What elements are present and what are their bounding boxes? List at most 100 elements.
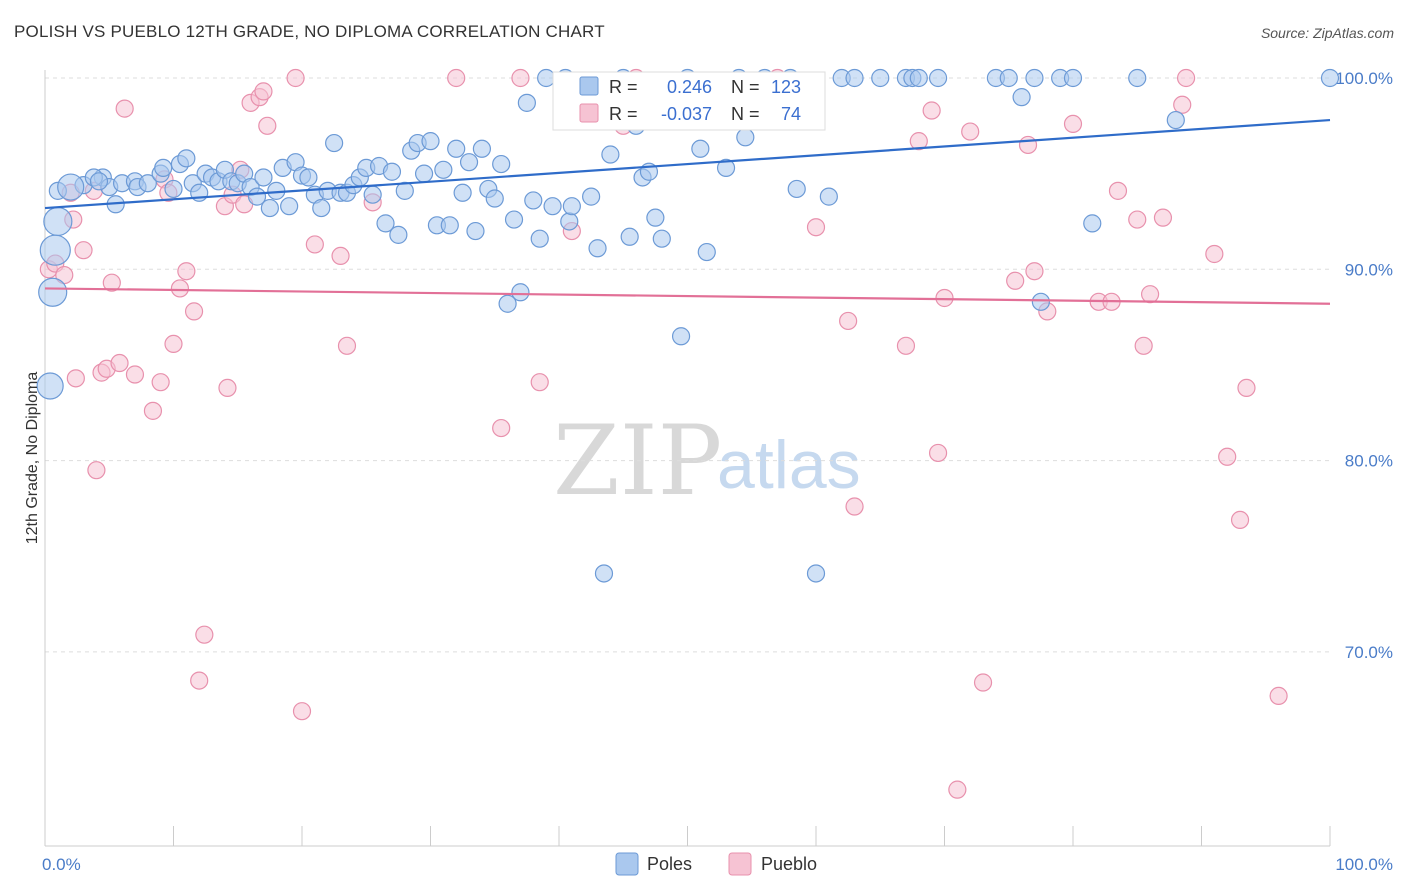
poles-point <box>177 149 196 168</box>
poles-point <box>414 164 434 183</box>
poles-point <box>472 139 491 158</box>
poles-point <box>138 174 157 193</box>
poles-point <box>459 153 479 172</box>
poles-point <box>999 68 1018 88</box>
poles-point <box>736 128 755 147</box>
poles-point <box>909 68 928 88</box>
poles-point <box>582 187 601 206</box>
pueblo-point <box>909 132 928 151</box>
pueblo-point <box>1205 244 1224 264</box>
poles-point <box>537 68 556 88</box>
poles-point <box>1031 292 1050 311</box>
poles-point <box>492 154 511 174</box>
y-tick-labels: 70.0% 80.0% 90.0% 100.0% <box>1335 69 1393 662</box>
pueblo-point <box>896 336 916 355</box>
poles-point <box>453 183 472 202</box>
poles-point <box>434 160 453 179</box>
pueblo-point <box>190 671 209 690</box>
pueblo-point <box>839 311 858 331</box>
pueblo-point <box>177 262 196 281</box>
poles-r-value: 0.246 <box>667 77 712 97</box>
poles-point <box>928 68 948 88</box>
poles-point <box>1128 68 1147 88</box>
poles-point <box>260 198 279 218</box>
pueblo-point <box>948 780 967 799</box>
poles-point <box>601 145 620 164</box>
trend-lines <box>44 118 1331 305</box>
poles-point <box>1025 68 1044 88</box>
pueblo-trend-line <box>44 287 1331 305</box>
pueblo-point <box>164 334 183 354</box>
poles-point <box>466 221 485 241</box>
pueblo-point <box>1230 510 1250 530</box>
poles-point <box>697 242 716 262</box>
poles-point <box>39 234 71 266</box>
poles-point <box>299 168 318 187</box>
pueblo-point <box>922 101 941 120</box>
pueblo-point <box>170 279 190 298</box>
y-tick-label: 80.0% <box>1345 452 1393 471</box>
pueblo-point <box>1140 285 1160 304</box>
poles-point <box>376 214 395 233</box>
pueblo-point <box>292 702 312 721</box>
poles-point <box>562 197 581 216</box>
source-label: Source: ZipAtlas.com <box>1260 25 1394 41</box>
poles-point <box>485 189 504 208</box>
poles-point <box>280 197 299 216</box>
poles-point <box>871 68 890 88</box>
legend-poles-swatch <box>615 852 639 876</box>
poles-stats-swatch <box>579 76 599 96</box>
pueblo-point <box>66 369 85 388</box>
pueblo-point <box>1269 686 1288 705</box>
pueblo-stats-swatch <box>579 103 599 123</box>
poles-point <box>530 229 549 248</box>
poles-point <box>389 225 408 244</box>
pueblo-point <box>254 82 273 101</box>
pueblo-point <box>1134 336 1153 355</box>
stats-box: R = 0.246 N = 123 R = -0.037 N = 74 <box>552 71 826 131</box>
poles-point <box>382 162 402 181</box>
x-ticks <box>44 826 1331 846</box>
pueblo-point <box>305 235 324 254</box>
legend-pueblo-swatch <box>728 852 752 876</box>
pueblo-point <box>492 418 511 438</box>
pueblo-point <box>1218 447 1237 466</box>
poles-point <box>588 239 607 258</box>
poles-point <box>517 93 536 112</box>
legend: Poles Pueblo <box>615 852 817 876</box>
poles-point <box>1083 214 1102 233</box>
poles-point <box>38 277 68 307</box>
y-tick-label: 90.0% <box>1345 260 1393 279</box>
poles-point <box>312 198 331 218</box>
poles-r-label: R = <box>609 77 638 97</box>
pueblo-point <box>928 443 948 463</box>
watermark-atlas: atlas <box>717 427 861 503</box>
pueblo-point <box>195 625 214 644</box>
poles-point <box>447 139 466 158</box>
pueblo-point <box>286 68 305 88</box>
poles-point <box>36 372 64 400</box>
pueblo-point <box>530 373 549 392</box>
pueblo-point <box>102 273 121 292</box>
poles-point <box>652 229 671 248</box>
pueblo-point <box>1018 135 1038 155</box>
pueblo-n-value: 74 <box>781 104 801 124</box>
pueblo-point <box>845 497 864 516</box>
poles-point <box>806 564 826 583</box>
poles-point <box>845 68 864 88</box>
poles-point <box>421 132 440 151</box>
pueblo-point <box>1025 262 1044 281</box>
pueblo-point <box>961 122 980 141</box>
poles-n-label: N = <box>731 77 760 97</box>
poles-point <box>43 206 73 237</box>
pueblo-point <box>258 116 277 135</box>
pueblo-point <box>1063 114 1083 134</box>
pueblo-point <box>115 99 134 118</box>
pueblo-point <box>74 241 93 260</box>
poles-point <box>504 210 524 229</box>
pueblo-point <box>218 378 237 398</box>
poles-point <box>363 185 382 204</box>
pueblo-point <box>125 365 145 384</box>
pueblo-r-value: -0.037 <box>661 104 712 124</box>
